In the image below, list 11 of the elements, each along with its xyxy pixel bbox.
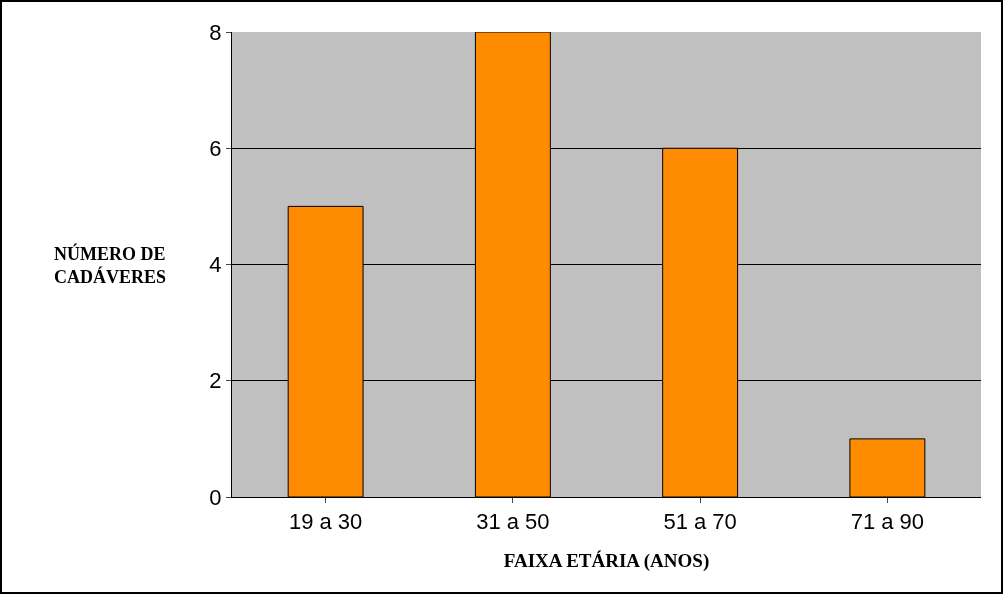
x-tick-label: 31 a 50 bbox=[476, 509, 550, 535]
x-tick-label: 19 a 30 bbox=[288, 509, 363, 535]
y-tick-label: 0 bbox=[209, 484, 222, 510]
x-tick-label: 51 a 70 bbox=[663, 509, 737, 535]
x-axis-title: FAIXA ETÁRIA (ANOS) bbox=[503, 550, 710, 573]
y-tick-label: 6 bbox=[209, 135, 222, 161]
y-axis-title: NÚMERO DE CADÁVERES bbox=[54, 243, 167, 288]
y-tick-label: 8 bbox=[209, 19, 222, 45]
y-tick-label: 2 bbox=[209, 368, 222, 394]
y-tick-label: 4 bbox=[209, 252, 222, 278]
x-tick-label: 71 a 90 bbox=[850, 509, 925, 535]
